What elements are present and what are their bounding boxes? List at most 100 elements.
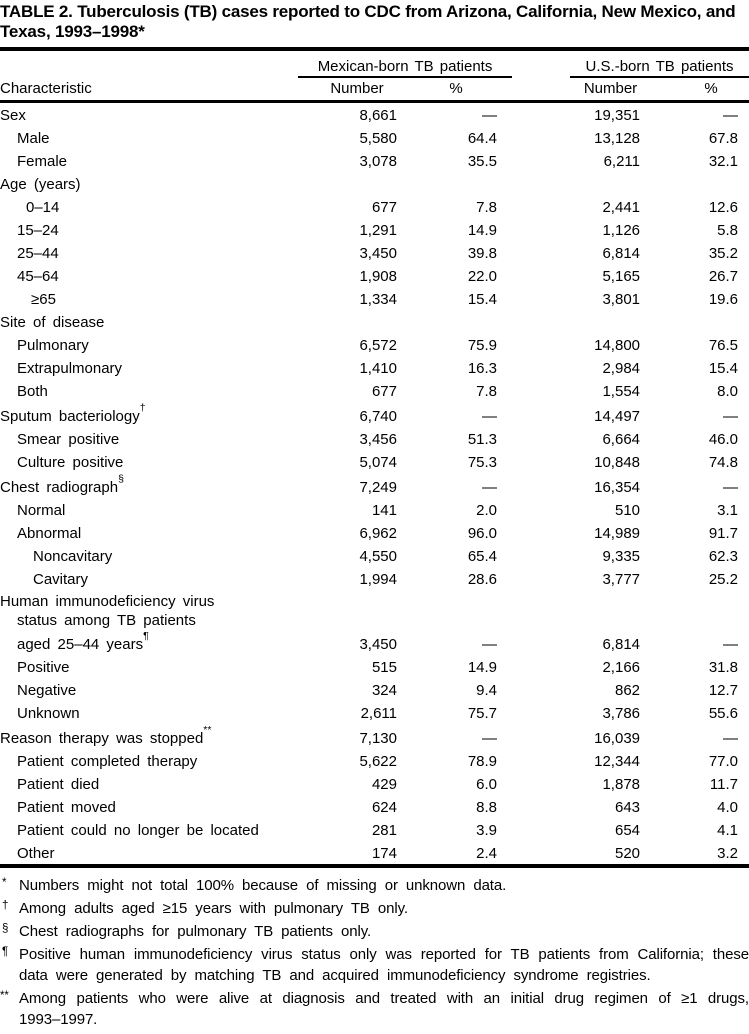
row-label-line: status among TB patients <box>17 612 196 629</box>
cell-us-percent: 25.2 <box>708 571 739 588</box>
column-gap <box>512 701 570 724</box>
column-group-us-born: U.S.-born TB patients <box>570 49 749 78</box>
cell-mex-percent: 64.4 <box>467 130 498 147</box>
column-gap <box>512 195 570 218</box>
table-title: TABLE 2. Tuberculosis (TB) cases reporte… <box>0 2 736 41</box>
cell-mex-number: 1,908 <box>359 268 397 285</box>
cell-us-percent: — <box>723 636 739 653</box>
footnote: ¶ Positive human immunodeficiency virus s… <box>0 944 749 986</box>
row-label: Positive <box>17 659 70 676</box>
column-gap <box>512 264 570 287</box>
cell-mex-percent: 6.0 <box>476 776 498 793</box>
cell-mex-percent: — <box>482 479 498 496</box>
footnote-marker: * <box>2 877 7 889</box>
column-gap <box>512 333 570 356</box>
column-group-mexican-born: Mexican-born TB patients <box>298 49 513 78</box>
cell-mex-number: 7,130 <box>359 730 397 747</box>
table-row: 25–44 3,450 39.8 6,814 35.2 <box>0 241 749 264</box>
cell-us-number: 2,166 <box>602 659 641 676</box>
cell-mex-number: 1,334 <box>359 291 397 308</box>
cell-mex-percent: 3.9 <box>476 822 498 839</box>
row-label: Noncavitary <box>33 548 113 565</box>
cell-mex-number: 3,078 <box>359 153 397 170</box>
cell-us-percent: — <box>723 107 739 124</box>
table-row: Site of disease <box>0 310 749 333</box>
row-label: Reason therapy was stopped** <box>0 724 212 747</box>
row-label: Patient completed therapy <box>17 753 198 770</box>
column-gap <box>512 655 570 678</box>
cell-mex-percent: — <box>482 730 498 747</box>
column-gap <box>512 427 570 450</box>
group-header-row: Mexican-born TB patients U.S.-born TB pa… <box>0 49 749 78</box>
column-gap <box>512 818 570 841</box>
cell-us-percent: 35.2 <box>708 245 739 262</box>
group-header-spacer <box>0 49 298 77</box>
table-row: Pulmonary 6,572 75.9 14,800 76.5 <box>0 333 749 356</box>
row-label: 15–24 <box>17 222 59 239</box>
cell-mex-percent: 96.0 <box>467 525 498 542</box>
table-row: Male 5,580 64.4 13,128 67.8 <box>0 126 749 149</box>
cell-us-percent: 3.2 <box>717 845 739 862</box>
column-gap <box>512 218 570 241</box>
cell-us-number: 14,497 <box>594 408 641 425</box>
cell-mex-number: 5,622 <box>359 753 397 770</box>
table-body: Sex 8,661 — 19,351 — Male 5,580 64.4 13,128 67.8 F… <box>0 102 749 867</box>
cell-us-number: 12,344 <box>594 753 641 770</box>
footnote: § Chest radiographs for pulmonary TB pati… <box>0 921 749 942</box>
row-label: Age (years) <box>0 176 81 193</box>
cell-us-percent: 67.8 <box>708 130 739 147</box>
cell-mex-number: 3,456 <box>359 431 397 448</box>
row-label: Other <box>17 845 55 862</box>
cell-us-percent: 5.8 <box>717 222 739 239</box>
cell-us-number: 1,126 <box>602 222 641 239</box>
cell-us-percent: 77.0 <box>708 753 739 770</box>
table-row: Patient moved 624 8.8 643 4.0 <box>0 795 749 818</box>
footnote: ** Among patients who were alive at diagn… <box>0 988 749 1030</box>
column-gap <box>512 678 570 701</box>
table-row: Smear positive 3,456 51.3 6,664 46.0 <box>0 427 749 450</box>
cell-us-percent: 76.5 <box>708 337 739 354</box>
table-row: 0–14 677 7.8 2,441 12.6 <box>0 195 749 218</box>
footnote-text: Among patients who were alive at diagnos… <box>19 990 749 1028</box>
row-label: Negative <box>17 682 77 699</box>
table-row: Age (years) <box>0 172 749 195</box>
cell-us-number: 6,814 <box>602 636 641 653</box>
cell-mex-percent: 51.3 <box>467 431 498 448</box>
table-row: Other 174 2.4 520 3.2 <box>0 841 749 866</box>
cell-mex-percent: 7.8 <box>476 383 498 400</box>
cell-mex-number: 5,580 <box>359 130 397 147</box>
column-gap <box>512 498 570 521</box>
group-gap <box>512 49 570 77</box>
cell-mex-percent: 28.6 <box>467 571 498 588</box>
cell-mex-number: 624 <box>371 799 397 816</box>
cell-mex-percent: 35.5 <box>467 153 498 170</box>
column-us-percent: % <box>643 77 749 103</box>
table-row: Patient completed therapy 5,622 78.9 12,344… <box>0 749 749 772</box>
column-mexican-number: Number <box>298 77 400 103</box>
footnote-text: Positive human immunodeficiency virus st… <box>19 946 749 984</box>
table-row: Reason therapy was stopped** 7,130 — 16,039… <box>0 724 749 749</box>
cell-mex-number: 2,611 <box>360 705 397 722</box>
cell-mex-percent: — <box>482 107 498 124</box>
cell-us-number: 520 <box>614 845 641 862</box>
column-gap <box>512 841 570 866</box>
row-label-line: Human immunodeficiency virus <box>0 592 215 610</box>
row-label: Female <box>17 153 68 170</box>
footnote-marker-ref: ** <box>203 724 212 736</box>
cell-us-percent: 62.3 <box>708 548 739 565</box>
cell-us-number: 3,786 <box>602 705 641 722</box>
cell-mex-percent: — <box>482 636 498 653</box>
row-label: Smear positive <box>17 431 120 448</box>
row-label: ≥65 <box>31 291 56 308</box>
column-gap <box>512 149 570 172</box>
cell-mex-number: 6,740 <box>359 408 397 425</box>
cell-mex-number: 281 <box>371 822 397 839</box>
cell-us-percent: 12.6 <box>708 199 739 216</box>
cell-mex-percent: 75.7 <box>467 705 498 722</box>
cell-us-percent: 4.1 <box>717 822 739 839</box>
footnote: * Numbers might not total 100% because of… <box>0 875 749 896</box>
cell-us-number: 14,800 <box>594 337 641 354</box>
column-gap <box>512 544 570 567</box>
column-gap <box>512 126 570 149</box>
